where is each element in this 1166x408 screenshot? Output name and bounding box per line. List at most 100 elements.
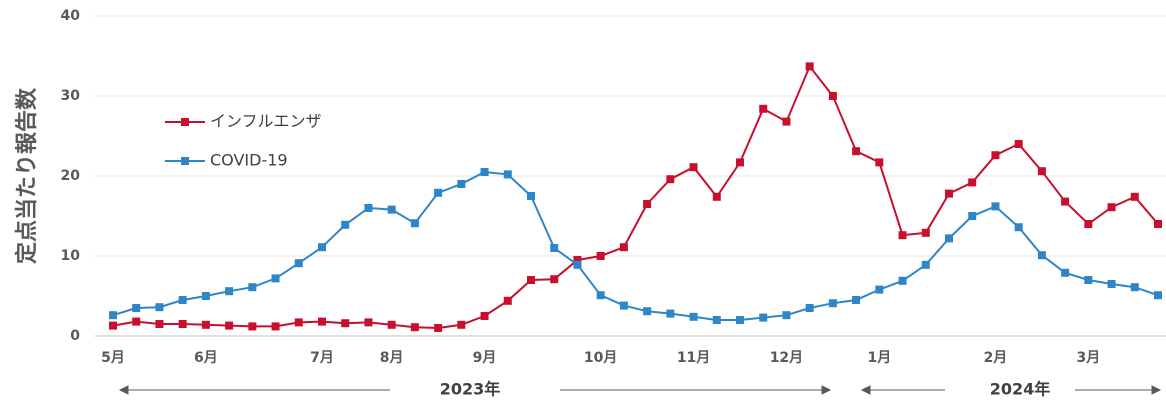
point: [921, 260, 930, 269]
point: [736, 158, 744, 167]
point: [248, 283, 257, 292]
point: [503, 296, 512, 305]
y-tick-label: 20: [61, 168, 81, 184]
x-tick-label: 3月: [1076, 350, 1100, 366]
point: [410, 219, 419, 228]
point: [109, 311, 117, 320]
point: [852, 147, 861, 156]
point: [805, 62, 814, 71]
point: [225, 321, 234, 330]
point: [643, 307, 652, 316]
point: [178, 296, 187, 304]
point: [434, 188, 443, 197]
point: [759, 313, 768, 322]
point: [666, 309, 675, 318]
point: [875, 285, 884, 294]
point: [619, 301, 628, 310]
point: [666, 175, 675, 184]
point: [712, 192, 721, 201]
point: [550, 244, 559, 252]
point: [1154, 220, 1162, 228]
y-axis-label: 定点当たり報告数: [14, 87, 40, 264]
series-line: [112, 64, 1159, 330]
legend-marker: [181, 157, 189, 165]
x-tick-label: 9月: [473, 350, 497, 366]
x-tick-label: 10月: [584, 350, 617, 366]
point: [503, 170, 512, 179]
point: [457, 320, 466, 329]
point: [364, 318, 373, 327]
point: [294, 318, 303, 327]
x-tick-label: 12月: [770, 350, 803, 366]
point: [1061, 268, 1070, 277]
point: [201, 292, 210, 300]
point: [596, 291, 605, 300]
point: [341, 319, 350, 328]
point: [457, 180, 466, 188]
point: [434, 324, 443, 332]
point: [1014, 223, 1023, 232]
point: [201, 320, 210, 329]
point: [619, 243, 628, 252]
point: [573, 256, 582, 264]
legend-label: インフルエンザ: [210, 112, 322, 131]
point: [945, 234, 953, 243]
point: [689, 312, 698, 321]
point: [1014, 140, 1023, 148]
point: [225, 287, 234, 296]
point: [1061, 197, 1070, 206]
point: [364, 204, 373, 212]
point: [480, 168, 489, 176]
point: [759, 104, 768, 113]
point: [736, 316, 744, 324]
point: [991, 151, 1000, 160]
point: [596, 252, 605, 260]
point: [828, 299, 837, 308]
point: [318, 317, 326, 326]
point: [387, 205, 396, 214]
point: [178, 320, 187, 328]
point: [1107, 203, 1116, 212]
point: [1130, 192, 1139, 201]
point: [1107, 280, 1116, 288]
point: [712, 316, 721, 324]
point: [248, 322, 257, 331]
point: [805, 304, 814, 312]
point: [109, 321, 117, 330]
point: [527, 192, 535, 200]
x-tick-label: 2月: [984, 350, 1008, 366]
year-label: 2024年: [990, 380, 1051, 399]
point: [643, 200, 652, 208]
point: [480, 312, 489, 320]
point: [991, 202, 1000, 211]
x-tick-label: 1月: [867, 350, 891, 366]
point: [527, 276, 535, 284]
point: [1084, 276, 1093, 284]
point: [1037, 251, 1046, 260]
point: [1130, 283, 1139, 292]
point: [968, 212, 977, 220]
point: [689, 163, 698, 172]
point: [271, 322, 280, 331]
legend-marker: [181, 118, 189, 126]
point: [550, 275, 559, 284]
point: [945, 189, 953, 198]
point: [318, 243, 326, 252]
point: [132, 304, 141, 312]
y-tick-label: 30: [61, 88, 81, 104]
point: [898, 276, 907, 285]
point: [1037, 167, 1046, 176]
legend-label: COVID-19: [210, 151, 288, 170]
point: [875, 158, 884, 167]
point: [782, 117, 791, 126]
point: [294, 259, 303, 268]
point: [155, 320, 164, 328]
point: [1154, 291, 1162, 300]
x-tick-label: 6月: [194, 350, 218, 366]
point: [852, 296, 861, 304]
year-label: 2023年: [440, 380, 501, 399]
point: [341, 220, 350, 229]
series-line: [112, 170, 1159, 321]
y-tick-label: 0: [70, 328, 80, 344]
point: [155, 303, 164, 312]
